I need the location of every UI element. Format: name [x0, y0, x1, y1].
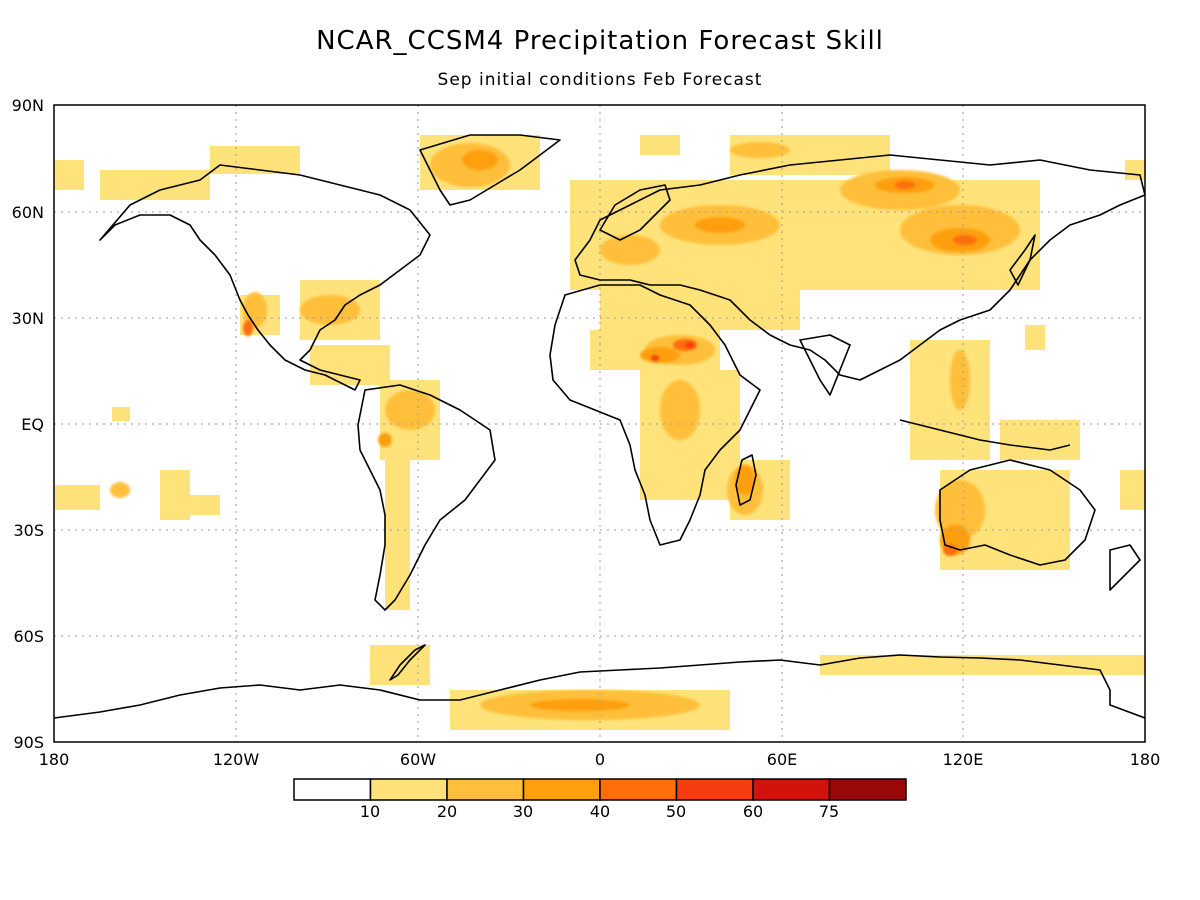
lat-label-30s: 30S: [13, 521, 44, 540]
colorbar-swatch: [599, 778, 678, 801]
coast-africa: [549, 284, 761, 546]
lon-label-60e: 60E: [766, 750, 798, 769]
lat-label-90n: 90N: [11, 96, 44, 115]
map-title: NCAR_CCSM4 Precipitation Forecast Skill: [316, 26, 884, 56]
coast-south-america: [357, 384, 496, 611]
lon-label-60w: 60W: [399, 750, 437, 769]
coastlines: [54, 134, 1145, 719]
colorbar-swatch: [369, 778, 448, 801]
lon-label-180w: 180: [38, 750, 70, 769]
lat-label-60n: 60N: [11, 203, 44, 222]
lon-label-120e: 120E: [942, 750, 984, 769]
lon-label-180e: 180: [1129, 750, 1161, 769]
coast-antarctica: [54, 654, 1145, 719]
skill-shading: [54, 135, 1145, 730]
coast-madagascar: [735, 454, 757, 506]
colorbar-label-75: 75: [818, 802, 840, 821]
colorbar-label-60: 60: [742, 802, 764, 821]
colorbar-label-20: 20: [436, 802, 458, 821]
map-subtitle: Sep initial conditions Feb Forecast: [437, 70, 763, 90]
coast-antarctic-peninsula: [389, 644, 426, 681]
colorbar: [293, 778, 907, 801]
coast-australia: [939, 459, 1096, 566]
lat-label-60s: 60S: [13, 627, 44, 646]
coast-north-america: [99, 164, 431, 391]
coast-indonesia: [899, 419, 1071, 451]
colorbar-swatch: [522, 778, 601, 801]
colorbar-label-50: 50: [665, 802, 687, 821]
colorbar-swatch: [828, 778, 907, 801]
coast-greenland: [419, 134, 561, 206]
colorbar-swatch: [752, 778, 831, 801]
colorbar-swatch: [446, 778, 525, 801]
coast-eurasia: [574, 154, 1145, 381]
lon-label-120w: 120W: [212, 750, 260, 769]
colorbar-label-30: 30: [512, 802, 534, 821]
colorbar-swatch: [293, 778, 372, 801]
colorbar-label-40: 40: [589, 802, 611, 821]
coast-scandinavia: [599, 184, 671, 241]
plot-frame: [53, 104, 1146, 743]
colorbar-swatch: [675, 778, 754, 801]
colorbar-label-10: 10: [359, 802, 381, 821]
lat-label-30n: 30N: [11, 309, 44, 328]
lon-label-0: 0: [594, 750, 606, 769]
coast-japan: [1009, 234, 1036, 286]
skill-level-5: [651, 342, 695, 361]
graticule: [54, 105, 1145, 742]
coast-india: [799, 334, 851, 396]
lat-label-eq: EQ: [21, 415, 44, 434]
lat-label-90s: 90S: [13, 733, 44, 752]
coast-new-zealand: [1109, 544, 1141, 591]
